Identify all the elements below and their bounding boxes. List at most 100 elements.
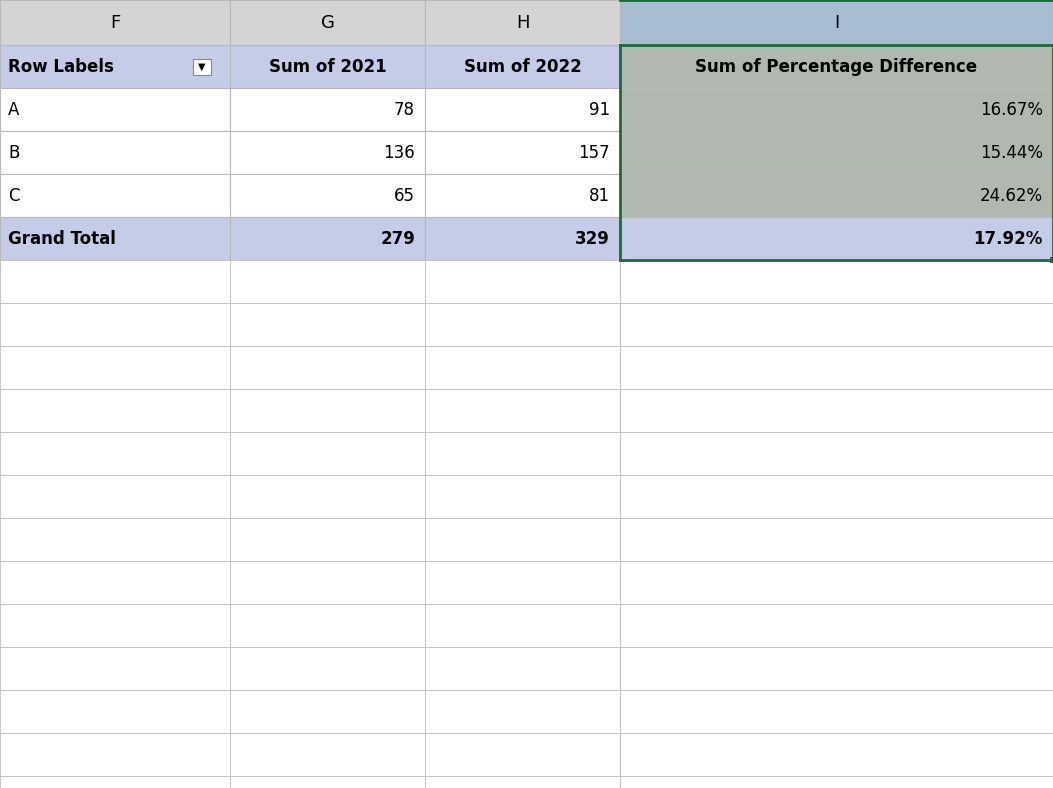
Bar — [620, 174, 1053, 217]
Bar — [0, 45, 230, 88]
Bar — [230, 518, 425, 561]
Bar — [620, 303, 1053, 346]
Text: A: A — [8, 101, 19, 118]
Bar — [230, 260, 425, 303]
Text: 81: 81 — [589, 187, 610, 205]
Text: 78: 78 — [394, 101, 415, 118]
Bar — [425, 733, 620, 776]
Bar — [230, 776, 425, 788]
Text: C: C — [8, 187, 20, 205]
Bar — [620, 346, 1053, 389]
Text: Row Labels: Row Labels — [8, 58, 114, 76]
Text: 24.62%: 24.62% — [980, 187, 1044, 205]
Bar — [230, 88, 425, 131]
Text: H: H — [516, 13, 530, 32]
Bar — [230, 389, 425, 432]
Bar — [425, 0, 620, 45]
Bar — [620, 518, 1053, 561]
Bar — [620, 45, 1053, 88]
Bar — [425, 518, 620, 561]
Bar — [0, 131, 230, 174]
Bar — [0, 432, 230, 475]
Bar — [193, 58, 211, 75]
Bar — [0, 690, 230, 733]
Bar — [425, 88, 620, 131]
Text: 15.44%: 15.44% — [980, 143, 1044, 162]
Bar — [620, 131, 1053, 174]
Bar — [0, 303, 230, 346]
Bar — [425, 346, 620, 389]
Text: 136: 136 — [383, 143, 415, 162]
Text: I: I — [834, 13, 839, 32]
Bar — [620, 260, 1053, 303]
Bar — [230, 432, 425, 475]
Bar — [0, 647, 230, 690]
Bar — [425, 131, 620, 174]
Bar — [425, 217, 620, 260]
Bar — [0, 776, 230, 788]
Bar — [230, 647, 425, 690]
Bar — [0, 389, 230, 432]
Bar — [425, 776, 620, 788]
Bar — [230, 0, 425, 45]
Bar — [0, 217, 230, 260]
Text: 91: 91 — [589, 101, 610, 118]
Bar — [620, 776, 1053, 788]
Bar — [0, 260, 230, 303]
Text: Grand Total: Grand Total — [8, 229, 116, 247]
Bar — [230, 217, 425, 260]
Bar — [230, 690, 425, 733]
Bar — [0, 518, 230, 561]
Bar — [230, 561, 425, 604]
Bar — [230, 303, 425, 346]
Bar — [425, 647, 620, 690]
Bar — [230, 604, 425, 647]
Text: Sum of 2022: Sum of 2022 — [463, 58, 581, 76]
Text: 65: 65 — [394, 187, 415, 205]
Text: 279: 279 — [380, 229, 415, 247]
Bar — [0, 0, 230, 45]
Bar — [620, 475, 1053, 518]
Text: Sum of 2021: Sum of 2021 — [269, 58, 386, 76]
Bar — [1050, 257, 1053, 263]
Bar — [620, 733, 1053, 776]
Bar — [620, 0, 1053, 45]
Bar — [230, 475, 425, 518]
Bar — [620, 217, 1053, 260]
Text: 157: 157 — [578, 143, 610, 162]
Bar — [0, 733, 230, 776]
Bar — [425, 604, 620, 647]
Bar — [425, 174, 620, 217]
Bar — [230, 346, 425, 389]
Bar — [230, 733, 425, 776]
Bar — [230, 174, 425, 217]
Bar — [0, 88, 230, 131]
Bar — [0, 561, 230, 604]
Bar — [425, 303, 620, 346]
Bar — [425, 260, 620, 303]
Bar — [230, 131, 425, 174]
Bar — [425, 432, 620, 475]
Text: F: F — [110, 13, 120, 32]
Bar — [425, 475, 620, 518]
Bar — [620, 604, 1053, 647]
Bar — [620, 561, 1053, 604]
Bar — [425, 389, 620, 432]
Bar — [0, 174, 230, 217]
Bar — [0, 475, 230, 518]
Text: 329: 329 — [575, 229, 610, 247]
Bar — [230, 45, 425, 88]
Bar — [425, 45, 620, 88]
Text: 17.92%: 17.92% — [974, 229, 1044, 247]
Text: 16.67%: 16.67% — [980, 101, 1044, 118]
Bar — [620, 88, 1053, 131]
Text: G: G — [320, 13, 335, 32]
Bar — [425, 561, 620, 604]
Bar — [620, 432, 1053, 475]
Bar — [425, 690, 620, 733]
Bar — [620, 389, 1053, 432]
Bar — [620, 690, 1053, 733]
Text: B: B — [8, 143, 19, 162]
Text: Sum of Percentage Difference: Sum of Percentage Difference — [695, 58, 977, 76]
Bar — [0, 604, 230, 647]
